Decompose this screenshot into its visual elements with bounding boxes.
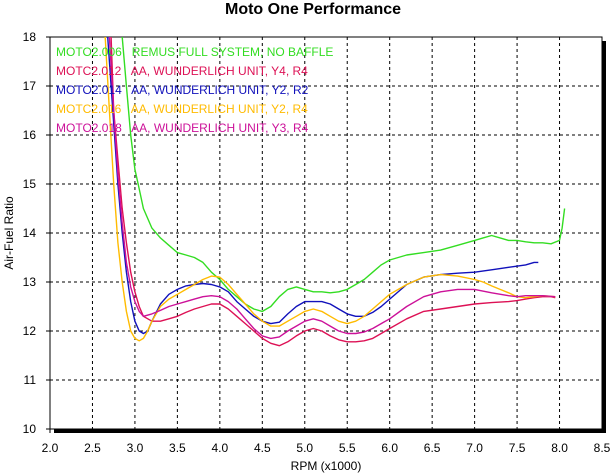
series-line-5: [108, 37, 556, 340]
y-tick-label: 18: [23, 30, 37, 44]
x-tick-label: 4.0: [212, 441, 229, 455]
chart-title: Moto One Performance: [225, 1, 401, 18]
x-tick-label: 7.5: [509, 441, 526, 455]
legend-entry-2: MOTC2.012 AA, WUNDERLICH UNIT, Y4, R4: [56, 64, 308, 78]
legend-entry-4: MOTC2.016 AA, WUNDERLICH UNIT, Y2, R4: [56, 102, 308, 116]
y-tick-label: 15: [23, 177, 37, 191]
series-line-2: [110, 37, 556, 347]
x-tick-label: 6.0: [381, 441, 398, 455]
x-tick-label: 4.5: [254, 441, 271, 455]
x-tick-label: 8.5: [594, 441, 611, 455]
y-tick-label: 17: [23, 79, 37, 93]
x-tick-label: 5.5: [339, 441, 356, 455]
x-tick-label: 2.5: [84, 441, 101, 455]
x-axis-label: RPM (x1000): [291, 459, 362, 473]
x-tick-label: 7.0: [466, 441, 483, 455]
y-axis-ticks: 10 11 12 13 14 15 16 17 18: [23, 30, 50, 436]
y-tick-label: 14: [23, 226, 37, 240]
legend: MOTO2.006 REMUS FULL SYSTEM, NO BAFFLE MO…: [56, 45, 333, 135]
y-tick-label: 16: [23, 128, 37, 142]
x-axis-ticks: 2.0 2.5 3.0 3.5 4.0 4.5 5.0 5.5 6.0 6.5 7.0 7.5 8.0 8…: [42, 429, 611, 455]
series-line-1: [121, 37, 566, 313]
legend-entry-5: MOTO2.018 AA, WUNDERLICH UNIT, Y3, R4: [56, 121, 309, 135]
series-lines: [104, 37, 566, 347]
series-line-4: [104, 37, 556, 342]
legend-entry-3: MOTO2.014 AA, WUNDERLICH UNIT, Y2, R2: [56, 83, 309, 97]
x-tick-label: 2.0: [42, 441, 59, 455]
legend-entry-1: MOTO2.006 REMUS FULL SYSTEM, NO BAFFLE: [56, 45, 333, 59]
y-tick-label: 13: [23, 275, 37, 289]
x-tick-label: 8.0: [551, 441, 568, 455]
grid: [50, 37, 602, 429]
y-tick-label: 10: [23, 422, 37, 436]
x-tick-label: 3.0: [127, 441, 144, 455]
x-tick-label: 6.5: [424, 441, 441, 455]
y-tick-label: 12: [23, 324, 37, 338]
x-tick-label: 3.5: [169, 441, 186, 455]
x-tick-label: 5.0: [296, 441, 313, 455]
y-axis-label: Air-Fuel Ratio: [2, 196, 16, 270]
y-tick-label: 11: [24, 373, 37, 387]
